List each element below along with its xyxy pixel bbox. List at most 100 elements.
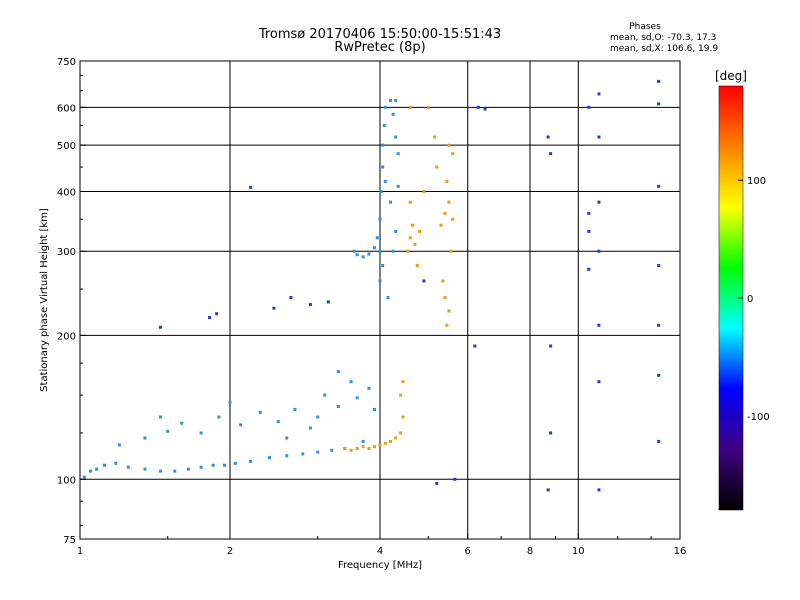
x-tick-label: 2 — [227, 546, 233, 557]
data-point — [408, 200, 412, 204]
data-point — [378, 217, 382, 221]
data-point — [373, 445, 377, 449]
data-point — [451, 217, 455, 221]
data-point — [396, 184, 400, 188]
data-point — [389, 439, 393, 443]
data-point — [433, 135, 437, 139]
data-point — [447, 143, 451, 147]
data-point — [381, 143, 385, 147]
data-point — [399, 393, 403, 397]
data-point — [143, 436, 147, 440]
data-point — [383, 105, 387, 109]
data-point — [361, 439, 365, 443]
data-point — [394, 436, 398, 440]
data-point — [381, 264, 385, 268]
data-point — [435, 481, 439, 485]
data-point — [143, 467, 147, 471]
data-point — [89, 469, 93, 473]
data-point — [95, 467, 99, 471]
data-point — [445, 323, 449, 327]
x-tick-label: 10 — [572, 546, 585, 557]
data-point — [383, 179, 387, 183]
y-tick-label: 750 — [57, 57, 76, 68]
data-point — [361, 445, 365, 449]
data-point — [355, 253, 359, 257]
data-point — [411, 223, 415, 227]
data-point — [389, 200, 393, 204]
grid-lines — [80, 61, 680, 539]
data-point — [308, 426, 312, 430]
data-point — [158, 415, 162, 419]
data-point — [422, 279, 426, 283]
data-point — [657, 184, 661, 188]
data-point — [546, 135, 550, 139]
data-point — [453, 477, 457, 481]
data-point — [361, 255, 365, 259]
data-point — [173, 469, 177, 473]
data-point — [355, 446, 359, 450]
data-point — [415, 264, 419, 268]
data-point — [249, 185, 253, 189]
data-point — [381, 165, 385, 169]
colorbar-tick-label: 0 — [747, 294, 753, 305]
data-point — [549, 152, 553, 156]
data-point — [383, 441, 387, 445]
data-point — [336, 404, 340, 408]
data-point — [82, 475, 86, 479]
data-point — [330, 448, 334, 452]
colorbar-tick-label: 100 — [747, 176, 766, 187]
data-point — [391, 112, 395, 116]
data-point — [293, 407, 297, 411]
data-point — [373, 246, 377, 250]
y-tick-label: 200 — [57, 331, 76, 342]
data-point — [549, 344, 553, 348]
phase-colorbar: [deg] 100 0 -100 — [715, 69, 770, 511]
data-point — [597, 380, 601, 384]
data-point — [323, 393, 327, 397]
data-point — [308, 303, 312, 307]
data-point — [285, 454, 289, 458]
data-point — [408, 105, 412, 109]
data-point — [441, 279, 445, 283]
data-point — [657, 439, 661, 443]
data-point — [211, 463, 215, 467]
data-point — [386, 296, 390, 300]
data-point — [587, 229, 591, 233]
phase-stats-o-mode: mean, sd,O: -70.3, 17.3 — [610, 33, 717, 43]
data-point — [272, 306, 276, 310]
data-point — [406, 249, 410, 253]
data-point — [379, 189, 383, 193]
y-axis-label: Stationary phase Virtual Height [km] — [39, 208, 50, 392]
data-point — [199, 431, 203, 435]
data-point — [378, 279, 382, 283]
data-point — [401, 415, 405, 419]
data-point — [597, 323, 601, 327]
data-point — [373, 407, 377, 411]
data-point — [422, 189, 426, 193]
data-point — [408, 236, 412, 240]
data-point — [316, 450, 320, 454]
y-tick-label: 400 — [57, 187, 76, 198]
x-tick-label: 1 — [77, 546, 83, 557]
data-point — [597, 488, 601, 492]
data-point — [276, 420, 280, 424]
data-point — [349, 448, 353, 452]
chart-subtitle: RwPretec (8p) — [334, 40, 426, 55]
data-point — [396, 152, 400, 156]
data-point — [447, 309, 451, 313]
data-point — [389, 99, 393, 103]
x-tick-label: 6 — [465, 546, 471, 557]
phase-stats-heading: Phases — [629, 22, 661, 32]
data-point — [215, 312, 219, 316]
x-tick-label: 8 — [527, 546, 533, 557]
data-point — [367, 446, 371, 450]
data-point — [657, 373, 661, 377]
data-point — [126, 465, 130, 469]
data-point — [208, 315, 212, 319]
data-point — [443, 211, 447, 215]
data-point — [336, 370, 340, 374]
data-point — [449, 249, 453, 253]
data-point — [426, 105, 430, 109]
data-point — [239, 423, 243, 427]
data-point — [289, 296, 293, 300]
